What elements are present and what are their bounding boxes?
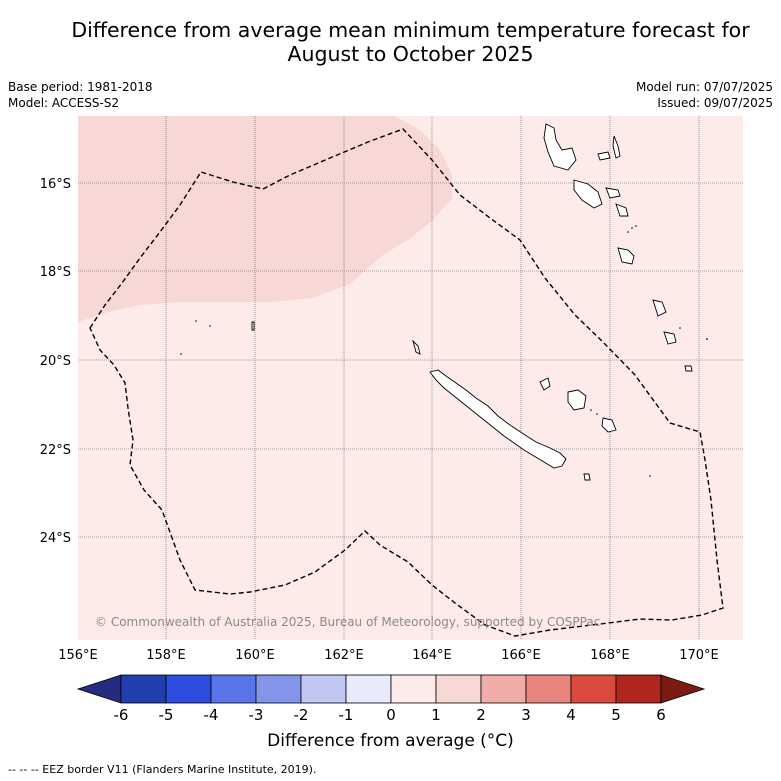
lon-label: 162°E bbox=[324, 648, 364, 663]
efate-island bbox=[615, 203, 629, 217]
espiritu-santo-island bbox=[543, 123, 577, 171]
colorbar-bin bbox=[345, 674, 392, 704]
colorbar-bin bbox=[255, 674, 302, 704]
colorbar-extend-high bbox=[660, 674, 706, 704]
islet bbox=[679, 327, 681, 329]
islet bbox=[627, 231, 629, 233]
islet bbox=[209, 325, 211, 327]
chesterfield-island bbox=[251, 321, 255, 331]
islet bbox=[635, 225, 637, 227]
meta-right: Model run: 07/07/2025 Issued: 09/07/2025 bbox=[636, 79, 773, 111]
aneityum-island bbox=[663, 331, 677, 345]
lon-label: 168°E bbox=[590, 648, 630, 663]
lon-label: 170°E bbox=[679, 648, 719, 663]
islet bbox=[596, 413, 598, 415]
colorbar-tick: 5 bbox=[611, 706, 621, 724]
colorbar-bin bbox=[120, 674, 167, 704]
erromango-island bbox=[617, 247, 635, 265]
title-line-1: Difference from average mean minimum tem… bbox=[71, 18, 750, 42]
colorbar-tick: -1 bbox=[339, 706, 354, 724]
islet bbox=[590, 409, 592, 411]
colorbar-extend-low bbox=[76, 674, 122, 704]
colorbar-tick: -4 bbox=[204, 706, 219, 724]
lat-labels: 16°S 18°S 20°S 22°S 24°S bbox=[40, 177, 71, 546]
small-islets bbox=[180, 225, 708, 477]
maewo-island bbox=[597, 151, 611, 161]
matthew-island bbox=[684, 365, 693, 372]
colorbar-tick: 0 bbox=[386, 706, 396, 724]
islet bbox=[180, 353, 182, 355]
new-caledonia-island bbox=[429, 369, 567, 469]
ouvea-island bbox=[539, 377, 551, 391]
chart-title: Difference from average mean minimum tem… bbox=[0, 18, 781, 66]
issued-date: Issued: 09/07/2025 bbox=[657, 96, 773, 110]
colorbar-title: Difference from average (°C) bbox=[267, 731, 514, 751]
colorbar-bin bbox=[390, 674, 437, 704]
lat-label: 24°S bbox=[40, 531, 71, 546]
belep-island bbox=[412, 339, 421, 355]
lat-label: 18°S bbox=[40, 265, 71, 280]
colorbar-bin bbox=[525, 674, 572, 704]
pentecost-island bbox=[612, 135, 621, 159]
colorbar-tick: 2 bbox=[476, 706, 486, 724]
lat-label: 16°S bbox=[40, 177, 71, 192]
colorbar-bin bbox=[570, 674, 617, 704]
islands bbox=[251, 123, 693, 481]
colorbar-bin bbox=[165, 674, 212, 704]
tanna-island bbox=[652, 299, 667, 317]
lon-labels: 156°E 158°E 160°E 162°E 164°E 166°E 168°… bbox=[58, 648, 719, 663]
colorbar-tick: -3 bbox=[249, 706, 264, 724]
colorbar-tick: 4 bbox=[566, 706, 576, 724]
colorbar-tick: 1 bbox=[431, 706, 441, 724]
colorbar bbox=[76, 674, 706, 704]
lon-label: 166°E bbox=[501, 648, 541, 663]
lifou-island bbox=[567, 389, 587, 411]
lon-label: 156°E bbox=[58, 648, 98, 663]
mare-island bbox=[601, 417, 617, 433]
colorbar-tick: 3 bbox=[521, 706, 531, 724]
malekula-island bbox=[573, 179, 603, 209]
lat-label: 22°S bbox=[40, 443, 71, 458]
model-name: Model: ACCESS-S2 bbox=[8, 96, 120, 110]
islet bbox=[631, 227, 633, 229]
graticule bbox=[78, 116, 743, 640]
lat-label: 20°S bbox=[40, 354, 71, 369]
ambrym-island bbox=[605, 187, 621, 199]
copyright-text: © Commonwealth of Australia 2025, Bureau… bbox=[95, 615, 600, 629]
base-period: Base period: 1981-2018 bbox=[8, 80, 153, 94]
model-run: Model run: 07/07/2025 bbox=[635, 80, 773, 94]
islet bbox=[706, 338, 708, 340]
colorbar-ticks: -6 -5 -4 -3 -2 -1 0 1 2 3 4 5 6 bbox=[114, 706, 666, 724]
title-line-2: August to October 2025 bbox=[287, 42, 534, 66]
colorbar-bin bbox=[480, 674, 527, 704]
colorbar-bin bbox=[210, 674, 257, 704]
colorbar-tick: -2 bbox=[294, 706, 309, 724]
eez-footnote: -- -- -- EEZ border V11 (Flanders Marine… bbox=[8, 763, 317, 776]
colorbar-tick: 6 bbox=[656, 706, 666, 724]
colorbar-tick: -6 bbox=[114, 706, 129, 724]
eez-border bbox=[89, 128, 724, 637]
anomaly-region-1-2 bbox=[78, 116, 452, 322]
colorbar-bin bbox=[615, 674, 662, 704]
islet bbox=[649, 475, 651, 477]
islet bbox=[195, 320, 197, 322]
meta-left: Base period: 1981-2018 Model: ACCESS-S2 bbox=[8, 79, 153, 111]
lon-label: 160°E bbox=[235, 648, 275, 663]
colorbar-tick: -5 bbox=[159, 706, 174, 724]
isle-of-pines bbox=[583, 473, 591, 481]
lon-label: 158°E bbox=[146, 648, 186, 663]
lon-label: 164°E bbox=[412, 648, 452, 663]
colorbar-bin bbox=[300, 674, 347, 704]
colorbar-bin bbox=[435, 674, 482, 704]
